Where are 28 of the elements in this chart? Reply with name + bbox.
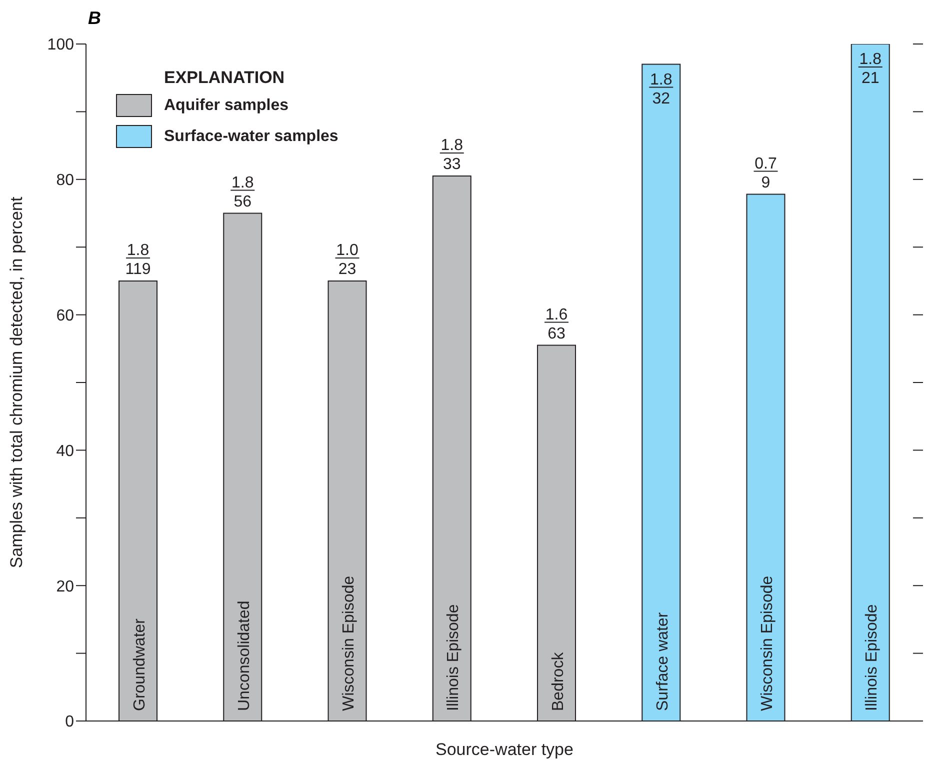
annotation: 1.8 119 — [125, 242, 151, 278]
y-tick-label: 0 — [65, 714, 74, 731]
y-axis-title: Samples with total chromium detected, in percent — [7, 196, 26, 568]
annotation: 1.8 32 — [650, 71, 672, 108]
annotation: 0.7 9 — [754, 155, 777, 192]
x-tick-label: Illinois Episode — [864, 604, 881, 711]
x-tick-label: Bedrock — [550, 651, 567, 711]
annotation: 1.8 56 — [232, 174, 254, 210]
chart-title: B — [88, 8, 101, 29]
legend-label: Surface-water samples — [164, 128, 338, 146]
x-tick-label: Wisconsin Episode — [340, 576, 358, 711]
y-tick-label: 60 — [56, 307, 74, 324]
legend-title: EXPLANATION — [164, 68, 286, 88]
annotation: 1.0 23 — [336, 242, 358, 278]
x-tick-label: Surface water — [654, 612, 672, 711]
x-tick-label: Wisconsin Episode — [759, 576, 776, 711]
x-tick-label: Unconsolidated — [236, 600, 253, 711]
annotation: 1.8 21 — [859, 51, 882, 87]
annotation: 1.6 63 — [545, 306, 568, 342]
y-tick-label: 80 — [56, 172, 74, 190]
legend-label: Aquifer samples — [164, 96, 288, 114]
y-tick-label: 40 — [56, 442, 74, 460]
x-tick-label: Groundwater — [131, 618, 148, 711]
y-tick-label: 20 — [56, 578, 74, 596]
annotation: 1.8 33 — [440, 137, 464, 174]
x-axis-title: Source-water type — [436, 740, 574, 759]
y-tick-label: 100 — [47, 36, 74, 54]
x-tick-label: Illinois Episode — [445, 604, 462, 711]
